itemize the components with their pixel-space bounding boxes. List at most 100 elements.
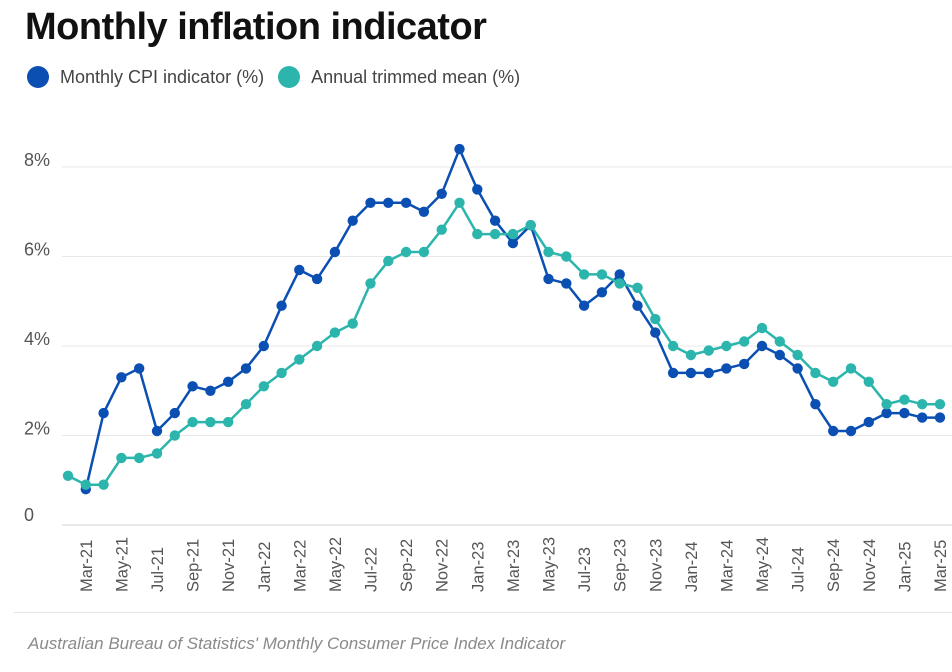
- data-point-monthly-cpi: [703, 367, 714, 379]
- data-point-trimmed-mean: [205, 416, 216, 428]
- x-tick-label: Nov-23: [647, 539, 665, 592]
- data-point-trimmed-mean: [62, 470, 74, 481]
- x-tick-label: Jan-23: [469, 542, 487, 592]
- x-tick-label: Jan-24: [683, 542, 701, 592]
- x-tick-label: Mar-21: [78, 540, 96, 592]
- data-point-trimmed-mean: [187, 416, 198, 428]
- data-point-monthly-cpi: [116, 372, 127, 383]
- data-point-trimmed-mean: [739, 336, 750, 347]
- legend-marker-trimmed-mean: [278, 66, 301, 88]
- x-tick-label: Nov-24: [861, 539, 879, 592]
- data-point-trimmed-mean: [881, 399, 892, 410]
- x-tick-label: Sep-23: [612, 539, 630, 592]
- chart-title: Monthly inflation indicator: [25, 6, 487, 48]
- data-point-trimmed-mean: [134, 452, 145, 464]
- data-point-monthly-cpi: [632, 300, 643, 311]
- data-point-monthly-cpi: [721, 363, 732, 374]
- data-point-trimmed-mean: [116, 452, 127, 464]
- data-point-monthly-cpi: [650, 327, 661, 338]
- x-tick-label: Mar-23: [505, 540, 523, 592]
- data-point-trimmed-mean: [489, 228, 501, 240]
- data-point-trimmed-mean: [650, 313, 661, 325]
- x-tick-label: Mar-25: [932, 540, 950, 592]
- data-point-monthly-cpi: [240, 363, 252, 374]
- data-point-monthly-cpi: [134, 363, 145, 374]
- data-point-monthly-cpi: [151, 425, 163, 437]
- data-point-trimmed-mean: [774, 336, 785, 347]
- y-tick-label: 0: [24, 505, 34, 525]
- data-point-trimmed-mean: [329, 327, 341, 338]
- data-point-monthly-cpi: [596, 287, 608, 298]
- x-tick-label: May-21: [113, 537, 131, 592]
- x-tick-label: Jan-22: [256, 542, 274, 592]
- data-point-monthly-cpi: [436, 188, 447, 199]
- data-point-monthly-cpi: [383, 197, 394, 208]
- legend-label-trimmed-mean: Annual trimmed mean (%): [311, 66, 521, 87]
- data-point-trimmed-mean: [863, 376, 874, 387]
- data-point-monthly-cpi: [863, 416, 874, 428]
- data-point-monthly-cpi: [418, 206, 430, 217]
- legend-item-trimmed-mean: Annual trimmed mean (%): [278, 66, 520, 88]
- data-point-monthly-cpi: [917, 412, 928, 423]
- data-point-monthly-cpi: [881, 407, 892, 419]
- data-point-monthly-cpi: [828, 425, 839, 437]
- data-point-monthly-cpi: [276, 300, 287, 311]
- data-point-trimmed-mean: [383, 255, 394, 267]
- data-point-monthly-cpi: [756, 340, 768, 352]
- footer-divider: [14, 612, 952, 613]
- data-point-trimmed-mean: [792, 349, 803, 361]
- data-point-trimmed-mean: [667, 340, 679, 352]
- data-point-monthly-cpi: [934, 412, 946, 423]
- data-point-trimmed-mean: [454, 197, 465, 208]
- x-tick-label: Sep-21: [185, 539, 203, 592]
- data-point-trimmed-mean: [525, 220, 536, 231]
- x-tick-label: Jul-23: [576, 547, 594, 592]
- data-point-monthly-cpi: [561, 278, 572, 289]
- data-point-trimmed-mean: [917, 399, 928, 410]
- data-point-trimmed-mean: [258, 381, 269, 392]
- y-tick-label: 8%: [24, 150, 50, 170]
- data-point-monthly-cpi: [489, 215, 501, 226]
- x-tick-label: Sep-24: [825, 539, 843, 592]
- x-tick-label: Mar-22: [291, 540, 309, 592]
- data-point-trimmed-mean: [828, 376, 839, 387]
- data-point-monthly-cpi: [899, 407, 910, 419]
- data-point-monthly-cpi: [454, 143, 465, 155]
- data-point-monthly-cpi: [258, 340, 269, 352]
- source-note: Australian Bureau of Statistics' Monthly…: [28, 634, 566, 653]
- x-tick-label: Jul-24: [790, 547, 808, 592]
- y-tick-label: 2%: [24, 419, 50, 439]
- data-point-trimmed-mean: [169, 430, 180, 441]
- data-point-trimmed-mean: [685, 349, 697, 361]
- legend-label-monthly-cpi: Monthly CPI indicator (%): [60, 66, 265, 87]
- data-point-trimmed-mean: [561, 251, 572, 262]
- data-point-trimmed-mean: [347, 318, 358, 329]
- y-tick-label: 4%: [24, 329, 50, 349]
- data-point-trimmed-mean: [721, 340, 732, 352]
- x-tick-label: May-23: [540, 537, 558, 592]
- data-point-monthly-cpi: [614, 269, 625, 280]
- data-point-trimmed-mean: [276, 367, 287, 379]
- data-point-monthly-cpi: [667, 367, 679, 379]
- data-point-trimmed-mean: [632, 282, 643, 293]
- legend-item-monthly-cpi: Monthly CPI indicator (%): [27, 66, 264, 88]
- data-point-trimmed-mean: [899, 394, 910, 405]
- x-tick-label: Mar-24: [718, 540, 736, 592]
- data-point-trimmed-mean: [543, 246, 554, 258]
- data-point-trimmed-mean: [436, 224, 447, 235]
- data-point-monthly-cpi: [400, 197, 412, 208]
- line-chart: 0 2% 4% 6% 8% Mar-21 May-21 Jul-21 Sep-21 Nov-21 J…: [24, 143, 952, 592]
- data-point-trimmed-mean: [418, 246, 430, 258]
- x-tick-label: Jan-25: [896, 542, 914, 592]
- x-tick-label: Jul-21: [149, 547, 167, 592]
- data-point-monthly-cpi: [98, 407, 109, 419]
- data-point-trimmed-mean: [703, 345, 714, 356]
- data-point-monthly-cpi: [845, 425, 857, 437]
- data-point-monthly-cpi: [311, 273, 323, 285]
- data-point-trimmed-mean: [578, 269, 590, 280]
- data-point-trimmed-mean: [365, 278, 376, 289]
- data-point-trimmed-mean: [756, 322, 768, 334]
- x-tick-label: Nov-21: [220, 539, 238, 592]
- data-point-trimmed-mean: [311, 340, 323, 352]
- data-point-trimmed-mean: [845, 363, 857, 374]
